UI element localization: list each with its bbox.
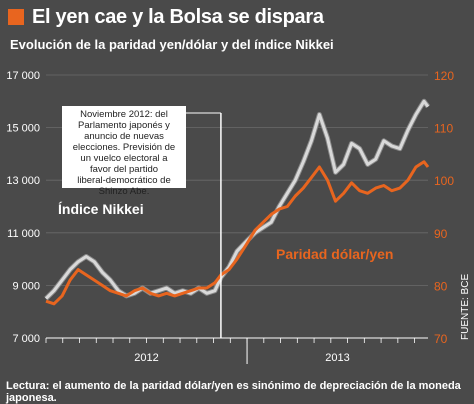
right-tick-label: 120 — [434, 69, 454, 83]
footer-note: Lectura: el aumento de la paridad dólar/… — [6, 380, 461, 404]
right-tick-label: 70 — [434, 332, 448, 346]
left-tick-label: 17 000 — [6, 70, 40, 82]
right-tick-label: 80 — [434, 279, 448, 293]
title-bar: El yen cae y la Bolsa se dispara — [0, 0, 474, 34]
right-axis: 120 110 100 90 80 70 — [434, 69, 454, 346]
annotation-line-text: favor del partido — [90, 164, 158, 175]
source-label: FUENTE: BCE — [460, 274, 471, 340]
right-tick-label: 100 — [434, 174, 454, 188]
x-tick-label: 2013 — [325, 352, 349, 364]
x-tick-label: 2012 — [134, 352, 158, 364]
left-tick-label: 7 000 — [12, 333, 40, 345]
annotation-line-text: un vuelco electoral a — [80, 153, 168, 164]
nikkei-label: Índice Nikkei — [58, 201, 144, 217]
annotation-line-text: Parlamento japonés y — [78, 120, 170, 131]
left-tick-label: 15 000 — [6, 123, 40, 135]
left-tick-label: 13 000 — [6, 175, 40, 187]
right-tick-label: 90 — [434, 227, 448, 241]
annotation-line-text: Noviembre 2012: del — [80, 109, 168, 120]
annotation-line-text: elecciones. Previsión de — [73, 142, 175, 153]
left-tick-label: 11 000 — [7, 228, 40, 240]
usdjpy-label: Paridad dólar/yen — [276, 246, 393, 262]
annotation-line-text: Shinzo Abe. — [99, 186, 150, 197]
annotation-line-text: liberal-democrático de — [77, 175, 170, 186]
left-axis: 17 000 15 000 13 000 11 000 9 000 7 000 — [6, 70, 40, 345]
chart-subtitle: Evolución de la paridad yen/dólar y del … — [10, 37, 334, 52]
nikkei-line — [44, 99, 430, 300]
annotation-box — [62, 106, 186, 188]
x-axis: 2012 2013 — [45, 337, 428, 364]
annotation-line-text: anuncio de nuevas — [84, 131, 164, 142]
series-lines — [44, 98, 430, 306]
right-tick-label: 110 — [434, 122, 453, 136]
usdjpy-line — [45, 160, 430, 306]
chart-title: El yen cae y la Bolsa se dispara — [32, 5, 324, 28]
title-marker-icon — [8, 9, 24, 25]
left-tick-label: 9 000 — [12, 280, 40, 292]
